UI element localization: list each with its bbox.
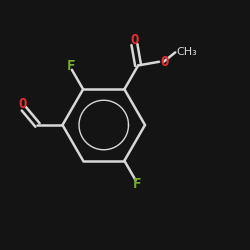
Text: CH₃: CH₃ [176, 48, 197, 58]
Text: O: O [130, 33, 138, 47]
Text: F: F [133, 177, 141, 191]
Text: F: F [66, 59, 75, 73]
Text: O: O [18, 97, 27, 111]
Text: O: O [160, 55, 169, 69]
